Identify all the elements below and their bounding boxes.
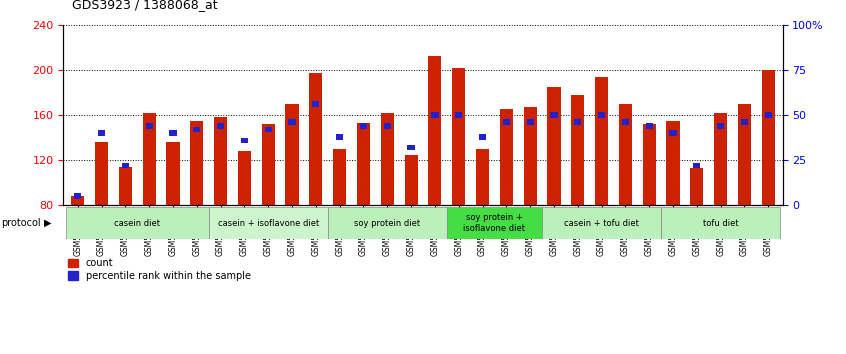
Bar xyxy=(428,56,442,205)
Bar xyxy=(476,149,489,205)
Bar xyxy=(143,113,156,205)
Bar xyxy=(169,130,177,136)
Bar xyxy=(193,127,201,132)
Bar xyxy=(741,119,748,125)
Bar xyxy=(336,134,343,139)
Bar xyxy=(71,196,85,205)
Bar xyxy=(285,104,299,205)
Text: casein diet: casein diet xyxy=(114,218,160,228)
Bar xyxy=(526,119,534,125)
Bar xyxy=(209,207,327,239)
Bar xyxy=(500,109,513,205)
Bar xyxy=(327,207,447,239)
Text: casein + isoflavone diet: casein + isoflavone diet xyxy=(217,218,319,228)
Bar xyxy=(574,119,581,125)
Bar xyxy=(503,119,510,125)
Bar xyxy=(618,104,632,205)
Bar xyxy=(717,123,724,129)
Bar xyxy=(357,123,370,205)
Bar xyxy=(622,119,629,125)
Bar xyxy=(669,130,677,136)
Bar xyxy=(738,104,751,205)
Text: protocol: protocol xyxy=(1,218,41,228)
Bar xyxy=(524,107,536,205)
Bar xyxy=(214,117,228,205)
Bar xyxy=(571,95,585,205)
Text: tofu diet: tofu diet xyxy=(703,218,739,228)
Bar xyxy=(667,121,679,205)
Bar xyxy=(74,194,81,199)
Bar xyxy=(693,163,700,169)
Bar xyxy=(384,123,391,129)
Bar xyxy=(595,77,608,205)
Bar xyxy=(479,134,486,139)
Bar xyxy=(761,70,775,205)
Bar xyxy=(714,113,728,205)
Bar xyxy=(122,163,129,169)
Bar xyxy=(765,112,772,118)
Bar xyxy=(118,167,132,205)
Bar xyxy=(288,119,295,125)
Bar xyxy=(265,127,272,132)
Bar xyxy=(431,112,438,118)
Bar xyxy=(452,68,465,205)
Text: soy protein +
isoflavone diet: soy protein + isoflavone diet xyxy=(464,213,525,233)
Bar xyxy=(95,142,108,205)
Bar xyxy=(547,87,561,205)
Legend: count, percentile rank within the sample: count, percentile rank within the sample xyxy=(69,258,250,281)
Bar xyxy=(333,149,346,205)
Bar xyxy=(690,168,703,205)
Bar xyxy=(312,101,320,107)
Bar xyxy=(551,112,558,118)
Bar xyxy=(661,207,780,239)
Bar xyxy=(643,124,656,205)
Bar xyxy=(408,145,415,150)
Text: GDS3923 / 1388068_at: GDS3923 / 1388068_at xyxy=(72,0,217,11)
Bar xyxy=(645,123,653,129)
Bar xyxy=(167,142,179,205)
Bar xyxy=(241,137,248,143)
Bar xyxy=(238,151,251,205)
Bar xyxy=(66,207,209,239)
Bar xyxy=(381,113,394,205)
Bar xyxy=(455,112,462,118)
Text: soy protein diet: soy protein diet xyxy=(354,218,420,228)
Bar xyxy=(360,123,367,129)
Bar xyxy=(598,112,605,118)
Bar xyxy=(217,123,224,129)
Bar xyxy=(542,207,661,239)
Bar xyxy=(146,123,153,129)
Bar xyxy=(404,155,418,205)
Bar xyxy=(98,130,105,136)
Bar xyxy=(447,207,542,239)
Bar xyxy=(261,124,275,205)
Bar xyxy=(190,121,203,205)
Text: ▶: ▶ xyxy=(44,218,52,228)
Bar xyxy=(310,73,322,205)
Text: casein + tofu diet: casein + tofu diet xyxy=(564,218,639,228)
